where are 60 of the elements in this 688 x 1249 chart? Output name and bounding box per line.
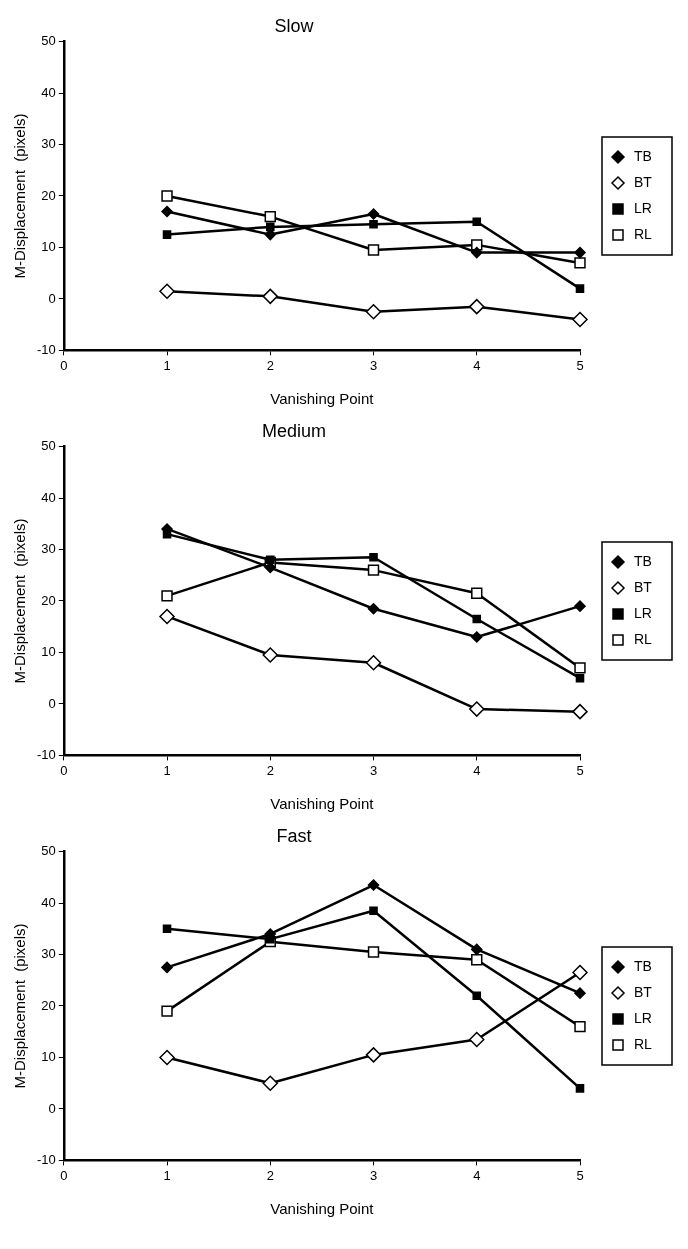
y-tick-label: -10 [36, 341, 56, 357]
x-tick-label: 2 [266, 357, 274, 373]
y-axis-title: M-Displacement (pixels) [11, 518, 29, 684]
y-tick-label: 0 [48, 290, 56, 306]
y-tick-label: 50 [41, 438, 56, 454]
y-tick-label: 50 [41, 843, 56, 859]
y-tick-label: 40 [41, 894, 56, 910]
y-tick-label: 0 [48, 695, 56, 711]
chart-title: Medium [261, 420, 327, 441]
y-tick-label: 20 [41, 997, 56, 1013]
chart-title: Slow [274, 15, 315, 36]
x-tick-label: 4 [473, 357, 481, 373]
x-tick-label: 3 [369, 1167, 378, 1183]
x-tick-label: 0 [60, 1167, 68, 1183]
x-tick-label: 3 [369, 357, 378, 373]
y-tick-label: -10 [36, 746, 56, 762]
x-tick-label: 2 [266, 1167, 274, 1183]
x-tick-label: 1 [163, 1167, 171, 1183]
x-tick-label: 0 [60, 357, 68, 373]
x-tick-label: 0 [60, 762, 68, 778]
legend-label: TB [634, 957, 652, 974]
x-tick-label: 1 [163, 357, 171, 373]
x-axis-title: Vanishing Point [270, 1200, 375, 1218]
y-tick-label: 20 [41, 187, 56, 203]
x-tick-label: 4 [473, 1167, 481, 1183]
x-tick-label: 5 [576, 1167, 584, 1183]
legend-label: RL [634, 630, 653, 647]
x-axis-title: Vanishing Point [270, 795, 375, 813]
x-tick-label: 1 [163, 762, 171, 778]
y-tick-label: -10 [36, 1151, 56, 1167]
legend-label: RL [634, 225, 653, 242]
y-axis-title: M-Displacement (pixels) [11, 923, 29, 1089]
legend-label: LR [634, 1009, 652, 1026]
legend-label: LR [634, 199, 652, 216]
y-tick-label: 40 [41, 84, 56, 100]
y-tick-label: 50 [41, 33, 56, 49]
x-axis-title: Vanishing Point [270, 390, 375, 408]
chart-title: Fast [276, 825, 312, 846]
y-tick-label: 0 [48, 1100, 56, 1116]
legend-label: BT [634, 578, 653, 595]
y-tick-label: 20 [41, 592, 56, 608]
y-tick-label: 40 [41, 489, 56, 505]
legend-label: LR [634, 604, 652, 621]
y-tick-label: 30 [41, 946, 56, 962]
y-tick-label: 10 [41, 644, 56, 660]
legend-label: TB [634, 147, 652, 164]
x-tick-label: 5 [576, 357, 584, 373]
legend-label: RL [634, 1035, 653, 1052]
x-tick-label: 5 [576, 762, 584, 778]
y-tick-label: 30 [41, 541, 56, 557]
legend-label: BT [634, 173, 653, 190]
y-tick-label: 30 [41, 136, 56, 152]
y-tick-label: 10 [41, 1049, 56, 1065]
legend-label: TB [634, 552, 652, 569]
x-tick-label: 3 [369, 762, 378, 778]
legend-label: BT [634, 983, 653, 1000]
y-axis-title: M-Displacement (pixels) [11, 113, 29, 279]
y-tick-label: 10 [41, 239, 56, 255]
x-tick-label: 2 [266, 762, 274, 778]
x-tick-label: 4 [473, 762, 481, 778]
